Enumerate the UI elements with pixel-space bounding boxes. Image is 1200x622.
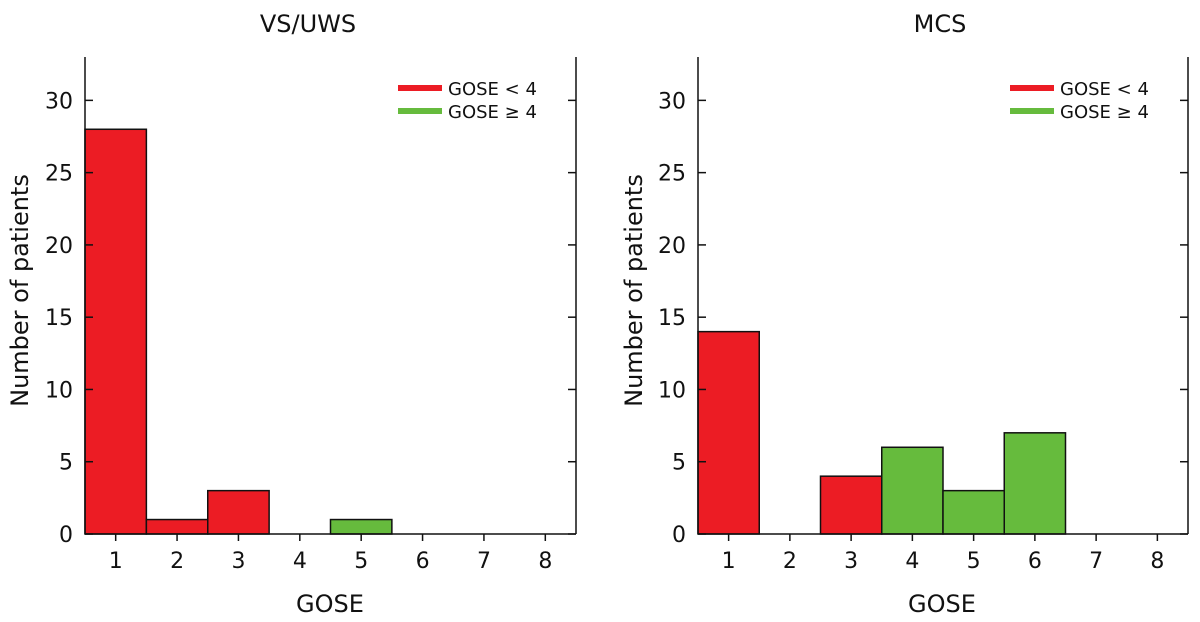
y-axis-label: Number of patients bbox=[620, 174, 648, 407]
chart-title: VS/UWS bbox=[260, 10, 356, 38]
y-tick-label: 5 bbox=[672, 451, 686, 476]
y-tick-label: 0 bbox=[672, 523, 686, 548]
bar-1 bbox=[84, 128, 148, 535]
bar-3 bbox=[819, 475, 883, 535]
x-tick-label: 3 bbox=[231, 549, 245, 574]
x-tick-label: 1 bbox=[109, 549, 123, 574]
x-tick-label: 2 bbox=[170, 549, 184, 574]
x-tick-label: 6 bbox=[416, 549, 430, 574]
bar-1 bbox=[697, 330, 760, 535]
legend-label: GOSE ≥ 4 bbox=[1060, 102, 1149, 123]
y-tick-label: 30 bbox=[45, 89, 73, 114]
chart-panel-2: MCS 0 5 10 15 20 25 30 1 2 3 4 5 6 7 8 GOSE Number of pat… bbox=[620, 10, 1189, 618]
legend-label: GOSE < 4 bbox=[448, 79, 537, 100]
bar-4 bbox=[881, 446, 944, 535]
x-tick-label: 5 bbox=[354, 549, 368, 574]
x-axis-label: GOSE bbox=[908, 590, 976, 618]
legend-label: GOSE < 4 bbox=[1060, 79, 1149, 100]
y-tick-label: 20 bbox=[45, 234, 73, 259]
y-tick-label: 10 bbox=[45, 378, 73, 403]
chart-title: MCS bbox=[914, 10, 967, 38]
bar-2 bbox=[145, 518, 209, 535]
legend-label: GOSE ≥ 4 bbox=[448, 102, 537, 123]
y-tick-label: 25 bbox=[658, 162, 686, 187]
x-tick-label: 1 bbox=[722, 549, 736, 574]
y-axis-label: Number of patients bbox=[6, 174, 34, 407]
x-tick-label: 8 bbox=[1150, 549, 1164, 574]
y-tick-label: 20 bbox=[658, 234, 686, 259]
y-tick-label: 10 bbox=[658, 378, 686, 403]
y-tick-label: 25 bbox=[45, 162, 73, 187]
chart-panel-1: VS/UWS 0 5 10 15 20 25 30 1 2 3 4 5 6 7 8 GOSE Number of … bbox=[6, 10, 577, 618]
x-tick-label: 4 bbox=[905, 549, 919, 574]
bar-6 bbox=[1003, 432, 1067, 535]
x-tick-label: 7 bbox=[477, 549, 491, 574]
x-tick-label: 2 bbox=[783, 549, 797, 574]
x-tick-label: 4 bbox=[293, 549, 307, 574]
x-tick-label: 7 bbox=[1089, 549, 1103, 574]
x-axis-label: GOSE bbox=[296, 590, 364, 618]
x-tick-label: 8 bbox=[538, 549, 552, 574]
y-tick-label: 5 bbox=[59, 451, 73, 476]
x-tick-label: 5 bbox=[967, 549, 981, 574]
bar-5 bbox=[942, 489, 1005, 535]
y-tick-label: 15 bbox=[658, 306, 686, 331]
y-tick-label: 15 bbox=[45, 306, 73, 331]
bar-3 bbox=[207, 489, 270, 535]
y-tick-label: 0 bbox=[59, 523, 73, 548]
x-tick-label: 3 bbox=[844, 549, 858, 574]
y-tick-label: 30 bbox=[658, 89, 686, 114]
x-tick-label: 6 bbox=[1028, 549, 1042, 574]
bar-5 bbox=[329, 518, 393, 535]
